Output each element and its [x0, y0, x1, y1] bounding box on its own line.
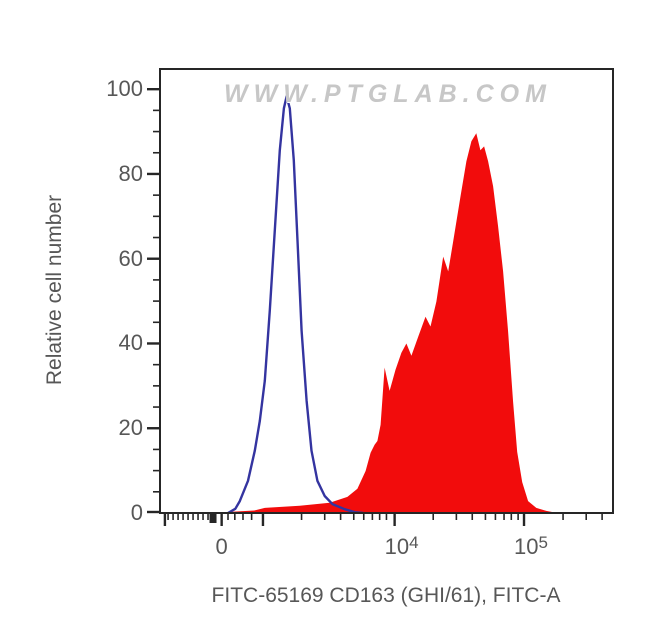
- y-tick-label: 100: [106, 76, 143, 102]
- y-axis-label: Relative cell number: [43, 194, 66, 386]
- y-tick-label: 40: [118, 330, 143, 356]
- x-axis-label: FITC-65169 CD163 (GHI/61), FITC-A: [211, 584, 561, 607]
- x-tick-label: 104: [384, 533, 419, 559]
- plot-border: [159, 68, 614, 514]
- x-tick-label: 0: [215, 534, 228, 559]
- watermark: WWW.PTGLAB.COM: [224, 80, 552, 108]
- axis-ticks: [147, 87, 603, 526]
- red-filled-histogram: [224, 133, 558, 513]
- y-tick-label: 60: [118, 245, 143, 271]
- y-tick-label: 20: [118, 415, 143, 441]
- blue-outline-histogram: [227, 95, 364, 513]
- x-tick-label: 105: [514, 533, 548, 559]
- y-tick-label: 80: [118, 160, 143, 186]
- y-tick-label: 0: [130, 500, 143, 525]
